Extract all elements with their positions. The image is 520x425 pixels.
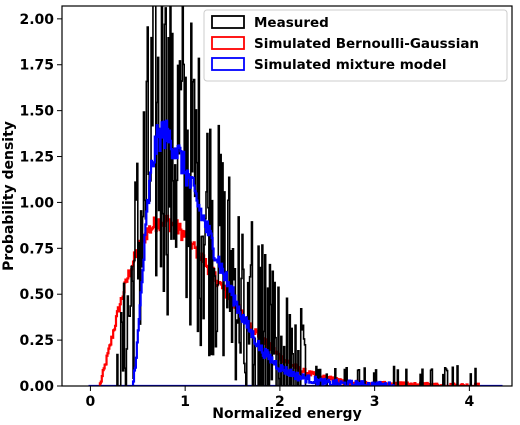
y-tick-label: 0.25	[19, 333, 54, 349]
legend-label: Simulated mixture model	[254, 57, 447, 73]
y-tick-label: 1.25	[19, 150, 54, 166]
x-tick-label: 2	[275, 394, 285, 410]
y-tick-label: 0.00	[19, 379, 54, 395]
legend-swatch-measured	[211, 15, 245, 29]
series-simulated-mixture-model-histogram	[131, 119, 395, 386]
y-tick-label: 2.00	[19, 12, 54, 28]
x-tick-label: 1	[180, 394, 190, 410]
axes: 0 1 2 3 4 0.00 0.25 0.50 0.75 1.00 1.25 1.50 1.75 2.0…	[19, 12, 474, 410]
x-axis-title: Normalized energy	[212, 406, 361, 422]
plot-frame	[61, 5, 513, 387]
y-tick-label: 1.00	[19, 195, 54, 211]
y-axis-title: Probability density	[1, 121, 17, 271]
y-tick-label: 1.50	[19, 104, 54, 120]
legend-swatch-simulated-bernoulli-gaussian	[211, 36, 245, 50]
y-tick-label: 0.50	[19, 287, 54, 303]
x-tick-label: 4	[464, 394, 474, 410]
series-measured-histogram	[116, 6, 479, 386]
legend-swatch-simulated-mixture-model	[211, 57, 245, 71]
y-tick-label: 0.75	[19, 241, 54, 257]
legend-label: Simulated Bernoulli-Gaussian	[254, 36, 479, 52]
x-tick-label: 3	[370, 394, 380, 410]
legend-box	[203, 9, 508, 82]
legend: Measured Simulated Bernoulli-Gaussian Simu…	[203, 9, 508, 82]
y-tick-label: 1.75	[19, 58, 54, 74]
x-tick-label: 0	[86, 394, 96, 410]
legend-label: Measured	[254, 15, 329, 31]
